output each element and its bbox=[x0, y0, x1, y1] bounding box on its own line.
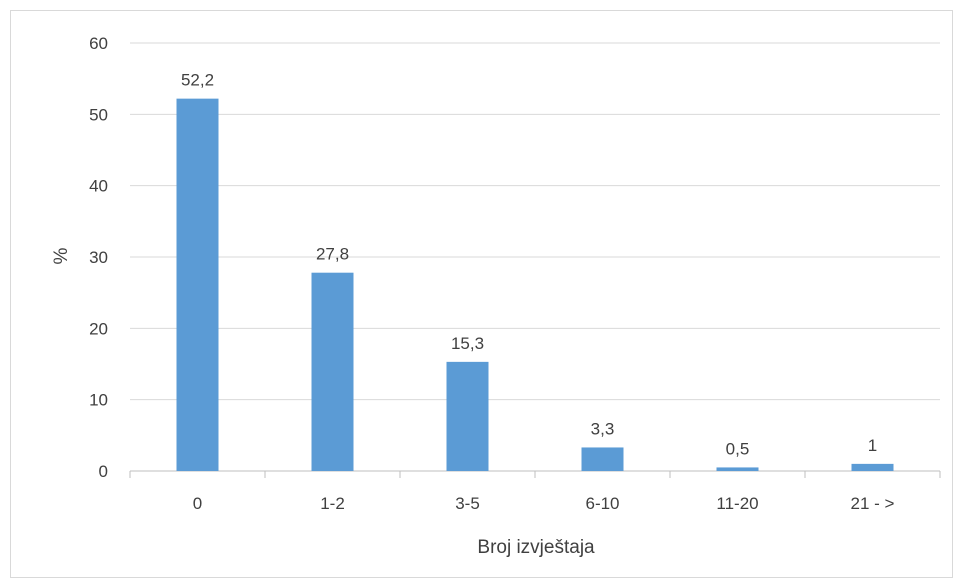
x-tick-labels: 0 1-2 3-5 6-10 11-20 21 - > bbox=[193, 494, 895, 513]
y-tick-label: 0 bbox=[99, 462, 108, 481]
data-label: 0,5 bbox=[726, 439, 750, 458]
chart-container bbox=[10, 10, 953, 578]
x-tick-label: 21 - > bbox=[851, 494, 895, 513]
y-tick-label: 30 bbox=[89, 248, 108, 267]
y-tick-label: 40 bbox=[89, 177, 108, 196]
y-tick-label: 50 bbox=[89, 105, 108, 124]
x-tick-label: 11-20 bbox=[716, 494, 758, 513]
x-tick-label: 3-5 bbox=[455, 494, 480, 513]
data-label: 3,3 bbox=[591, 419, 615, 438]
y-tick-label: 60 bbox=[89, 34, 108, 53]
bar bbox=[716, 467, 759, 471]
x-axis-title: Broj izvještaja bbox=[477, 537, 595, 558]
x-tick-label: 1-2 bbox=[320, 494, 345, 513]
data-label: 27,8 bbox=[316, 245, 349, 264]
y-axis-title: % bbox=[51, 247, 72, 264]
bar bbox=[311, 272, 354, 471]
bar bbox=[446, 361, 489, 471]
x-tick-label: 0 bbox=[193, 494, 202, 513]
y-tick-label: 10 bbox=[89, 391, 108, 410]
data-label: 15,3 bbox=[451, 334, 484, 353]
y-tick-label: 20 bbox=[89, 319, 108, 338]
data-labels: 52,2 27,8 15,3 3,3 0,5 1 bbox=[181, 71, 877, 459]
bar bbox=[176, 98, 219, 471]
x-tick-label: 6-10 bbox=[585, 494, 619, 513]
data-label: 52,2 bbox=[181, 71, 214, 90]
data-label: 1 bbox=[868, 436, 877, 455]
gridlines bbox=[129, 42, 941, 478]
bar bbox=[851, 463, 894, 471]
bar bbox=[581, 447, 624, 471]
bars bbox=[176, 98, 894, 471]
y-tick-labels: 0 10 20 30 40 50 60 bbox=[89, 34, 108, 481]
